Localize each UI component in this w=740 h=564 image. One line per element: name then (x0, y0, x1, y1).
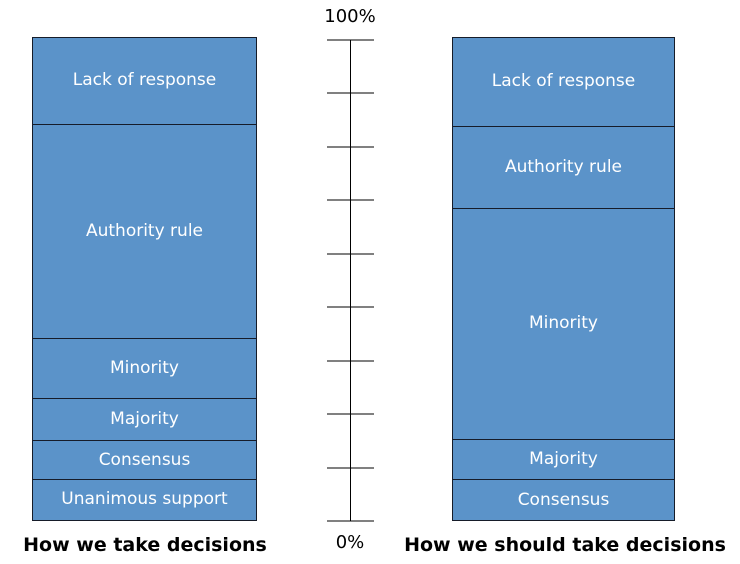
axis-tick (327, 92, 374, 94)
bar-segment-lack-of-response: Lack of response (453, 38, 674, 126)
stacked-bar-how-we-take-decisions: Lack of response Authority rule Minority Ma… (32, 37, 257, 521)
axis-tick (327, 520, 374, 522)
segment-label: Majority (529, 448, 598, 469)
segment-label: Unanimous support (61, 489, 228, 510)
segment-label: Authority rule (85, 220, 204, 241)
bar-segment-authority-rule: Authority rule (453, 125, 674, 208)
segment-label: Minority (528, 313, 598, 334)
segment-label: Minority (109, 357, 179, 378)
caption-how-we-should-take-decisions: How we should take decisions (404, 534, 726, 556)
stacked-bar-how-we-should-take-decisions: Lack of response Authority rule Minority Ma… (452, 37, 675, 521)
segment-label: Lack of response (491, 71, 636, 92)
axis-tick (327, 467, 374, 469)
axis-tick (327, 413, 374, 415)
axis-tick (327, 253, 374, 255)
bar-segment-unanimous-support: Unanimous support (33, 478, 256, 520)
axis-tick (327, 360, 374, 362)
axis-tick (327, 199, 374, 201)
percentage-axis-line (350, 40, 351, 521)
segment-label: Consensus (98, 449, 191, 470)
axis-label-0-percent: 0% (335, 532, 365, 553)
bar-segment-lack-of-response: Lack of response (33, 38, 256, 124)
segment-label: Lack of response (72, 70, 217, 91)
bar-segment-majority: Majority (33, 397, 256, 441)
axis-tick (327, 306, 374, 308)
bar-segment-authority-rule: Authority rule (33, 123, 256, 338)
segment-label: Majority (110, 408, 179, 429)
bar-segment-minority: Minority (453, 207, 674, 439)
bar-segment-consensus: Consensus (453, 479, 674, 520)
segment-label: Authority rule (504, 156, 623, 177)
segment-label: Consensus (517, 489, 610, 510)
percentage-axis-ticks (327, 39, 374, 522)
bar-segment-consensus: Consensus (33, 440, 256, 479)
axis-tick (327, 146, 374, 148)
bar-segment-majority: Majority (453, 438, 674, 480)
axis-tick (327, 39, 374, 41)
bar-segment-minority: Minority (33, 337, 256, 398)
axis-label-100-percent: 100% (324, 6, 376, 27)
caption-how-we-take-decisions: How we take decisions (23, 534, 267, 556)
